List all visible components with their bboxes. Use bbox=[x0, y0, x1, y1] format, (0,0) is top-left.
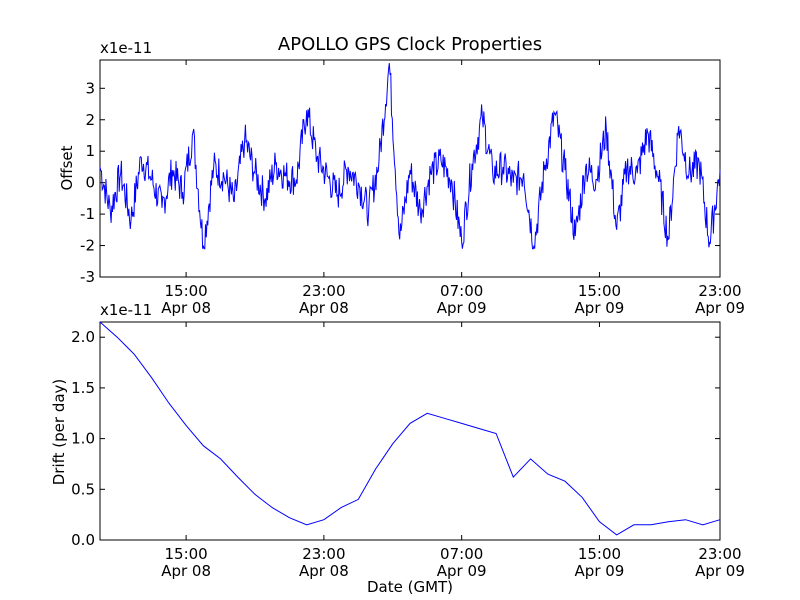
drift-x-tick-date: Apr 09 bbox=[695, 562, 745, 580]
offset-y-tick-label: -1 bbox=[80, 205, 95, 223]
offset-x-tick-time: 23:00 bbox=[698, 282, 741, 300]
drift-x-tick-time: 23:00 bbox=[302, 545, 345, 563]
offset-y-tick-label: 3 bbox=[85, 79, 95, 97]
offset-multiplier-label: x1e-11 bbox=[100, 39, 152, 57]
offset-y-tick-label: -3 bbox=[80, 268, 95, 286]
drift-y-tick-label: 2.0 bbox=[71, 328, 95, 346]
drift-y-axis-label: Drift (per day) bbox=[50, 379, 68, 486]
offset-x-tick-date: Apr 08 bbox=[161, 299, 211, 317]
offset-y-ticks: -3 -2 -1 0 1 2 3 bbox=[80, 79, 720, 286]
offset-x-tick-time: 07:00 bbox=[440, 282, 483, 300]
drift-panel: x1e-11 Drift (per day) Date (GMT) 0.0 0.5… bbox=[50, 301, 745, 596]
drift-y-tick-label: 0.0 bbox=[71, 531, 95, 549]
drift-y-tick-label: 0.5 bbox=[71, 480, 95, 498]
offset-y-tick-label: 2 bbox=[85, 111, 95, 129]
offset-x-tick-time: 15:00 bbox=[164, 282, 207, 300]
drift-y-tick-label: 1.0 bbox=[71, 430, 95, 448]
drift-y-ticks: 0.0 0.5 1.0 1.5 2.0 bbox=[71, 328, 720, 549]
drift-series-line bbox=[99, 321, 721, 536]
offset-x-tick-date: Apr 09 bbox=[695, 299, 745, 317]
drift-x-tick-date: Apr 08 bbox=[161, 562, 211, 580]
drift-x-tick-time: 15:00 bbox=[164, 545, 207, 563]
offset-x-tick-time: 15:00 bbox=[578, 282, 621, 300]
drift-x-axis-label: Date (GMT) bbox=[367, 578, 453, 596]
drift-multiplier-label: x1e-11 bbox=[100, 301, 152, 319]
offset-x-tick-date: Apr 08 bbox=[299, 299, 349, 317]
offset-y-axis-label: Offset bbox=[58, 145, 76, 190]
chart-title: APOLLO GPS Clock Properties bbox=[278, 34, 542, 55]
drift-y-tick-label: 1.5 bbox=[71, 379, 95, 397]
offset-x-tick-date: Apr 09 bbox=[437, 299, 487, 317]
offset-x-tick-time: 23:00 bbox=[302, 282, 345, 300]
offset-y-tick-label: -2 bbox=[80, 237, 95, 255]
drift-x-tick-date: Apr 09 bbox=[437, 562, 487, 580]
drift-x-tick-time: 15:00 bbox=[578, 545, 621, 563]
drift-x-tick-date: Apr 09 bbox=[575, 562, 625, 580]
offset-plot-frame bbox=[99, 59, 721, 278]
drift-x-tick-date: Apr 08 bbox=[299, 562, 349, 580]
drift-plot-frame bbox=[99, 321, 721, 541]
drift-x-tick-time: 07:00 bbox=[440, 545, 483, 563]
offset-series-line bbox=[99, 63, 721, 250]
offset-x-tick-date: Apr 09 bbox=[575, 299, 625, 317]
drift-x-tick-time: 23:00 bbox=[698, 545, 741, 563]
offset-y-tick-label: 1 bbox=[85, 142, 95, 160]
offset-y-tick-label: 0 bbox=[85, 174, 95, 192]
